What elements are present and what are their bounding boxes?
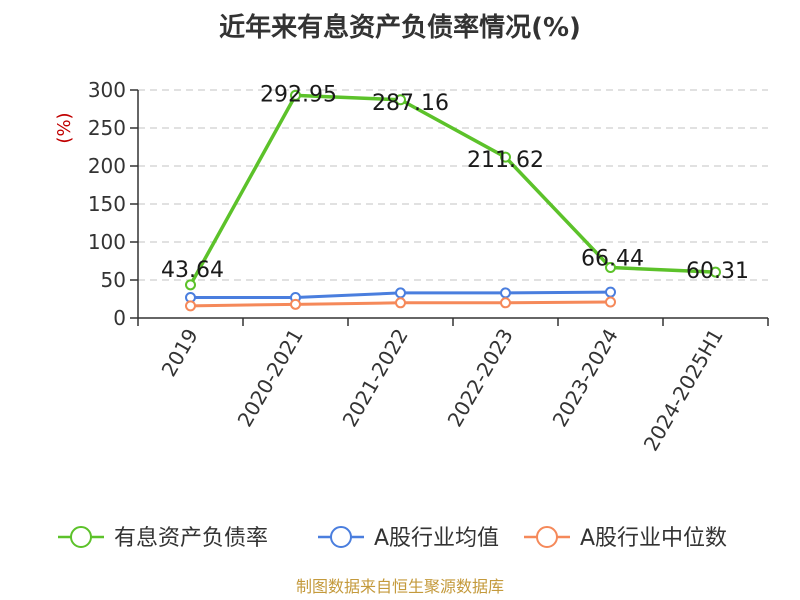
data-label: 292.95 bbox=[260, 82, 337, 107]
x-tick-label: 2024-2025H1 bbox=[639, 325, 728, 455]
data-label: 211.62 bbox=[467, 148, 544, 173]
series-group bbox=[185, 89, 721, 312]
data-labels: 43.64 292.95 287.16 211.62 66.44 60.31 bbox=[161, 82, 749, 284]
data-point bbox=[290, 298, 301, 310]
y-tick-label: 250 bbox=[88, 116, 126, 140]
y-tick-label: 50 bbox=[101, 268, 126, 292]
legend: 有息资产负债率 A股行业均值 A股行业中位数 bbox=[58, 526, 727, 551]
data-point bbox=[500, 287, 511, 299]
data-point bbox=[185, 300, 196, 312]
data-point bbox=[605, 286, 616, 298]
series-line-0 bbox=[188, 93, 718, 287]
x-tick-label: 2023-2024 bbox=[548, 325, 623, 431]
x-tick-label: 2021-2022 bbox=[338, 325, 413, 431]
source-note: 制图数据来自恒生聚源数据库 bbox=[296, 577, 504, 596]
data-point bbox=[290, 89, 301, 101]
legend-swatch-marker bbox=[70, 526, 92, 548]
x-tick-label: 2019 bbox=[157, 325, 203, 381]
chart-title: 近年来有息资产负债率情况(%) bbox=[219, 12, 581, 43]
grid bbox=[130, 89, 768, 319]
data-point bbox=[395, 94, 406, 106]
x-tick-label: 2020-2021 bbox=[233, 325, 308, 431]
data-point bbox=[710, 266, 721, 278]
y-tick-label: 300 bbox=[88, 78, 126, 102]
y-tick-labels: 0 50 100 150 200 250 300 bbox=[88, 78, 126, 330]
legend-swatch-marker bbox=[536, 526, 558, 548]
y-tick-label: 200 bbox=[88, 154, 126, 178]
y-tick-label: 0 bbox=[113, 306, 126, 330]
y-tick-label: 100 bbox=[88, 230, 126, 254]
data-point bbox=[605, 262, 616, 274]
data-label: 287.16 bbox=[372, 91, 449, 116]
y-axis-unit: (%) bbox=[54, 112, 75, 143]
legend-label: A股行业中位数 bbox=[580, 526, 727, 551]
data-label: 60.31 bbox=[686, 259, 749, 284]
data-point bbox=[500, 297, 511, 309]
data-point bbox=[395, 287, 406, 299]
data-label: 66.44 bbox=[581, 247, 644, 272]
legend-label: 有息资产负债率 bbox=[114, 526, 268, 551]
data-label: 43.64 bbox=[161, 258, 224, 283]
data-point bbox=[185, 279, 196, 291]
x-tick-labels: 2019 2020-2021 2021-2022 2022-2023 2023-2024… bbox=[157, 325, 728, 455]
y-tick-label: 150 bbox=[88, 192, 126, 216]
legend-label: A股行业均值 bbox=[374, 526, 499, 551]
data-point bbox=[605, 296, 616, 308]
data-point bbox=[395, 297, 406, 309]
x-tick-label: 2022-2023 bbox=[443, 325, 518, 431]
data-point bbox=[500, 151, 511, 163]
legend-swatch-marker bbox=[330, 526, 352, 548]
axes bbox=[137, 90, 769, 326]
